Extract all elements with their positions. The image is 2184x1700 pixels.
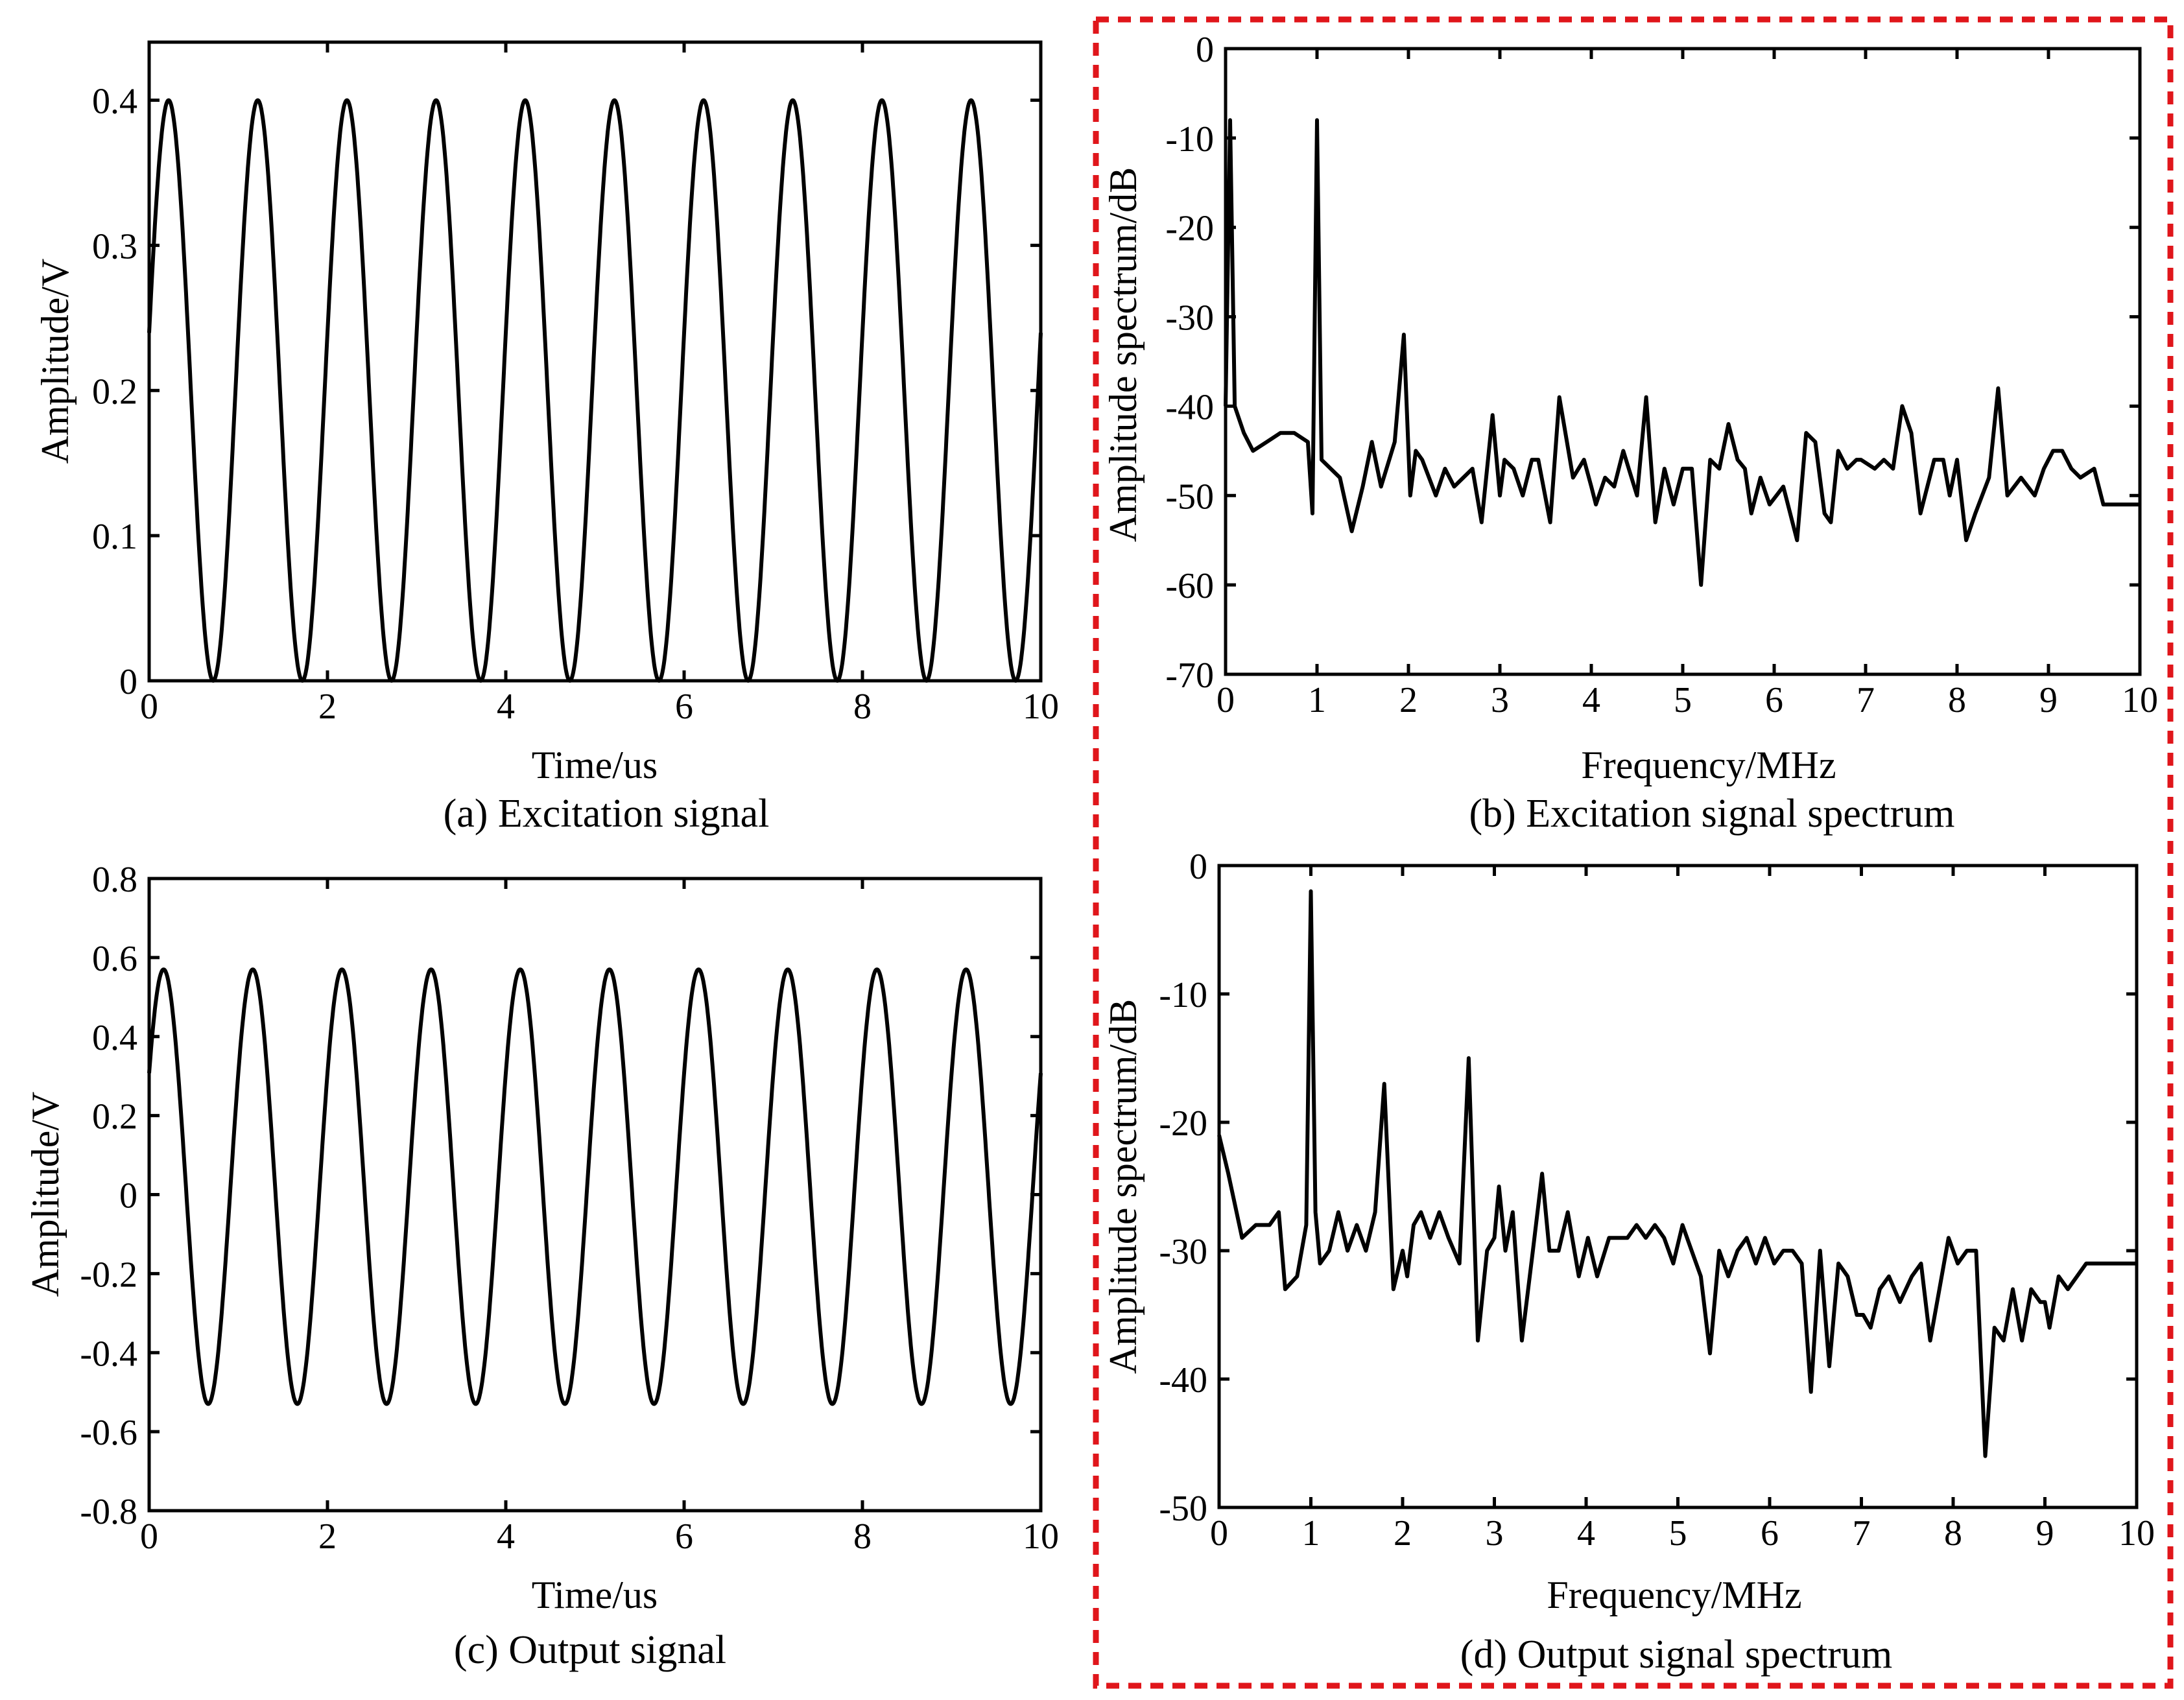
x-tick-label-b: 5 [1674, 680, 1692, 720]
panel-output-signal: 0 2 4 6 8 10 0.8 0.6 0.4 0.2 0 -0.2 -0.4 -0.6 -0.8 Tim… [24, 860, 1059, 1672]
x-tick-label-a: 10 [1023, 687, 1059, 727]
ticks-c [147, 877, 1043, 1513]
y-tick-label-c: 0.8 [92, 860, 137, 900]
series-line-b [1224, 118, 2140, 587]
y-axis-label-c: Amplitude/V [24, 1092, 67, 1297]
x-tick-label-b: 4 [1582, 680, 1600, 720]
y-tick-label-d: -10 [1159, 975, 1207, 1015]
y-tick-label-b: -20 [1165, 209, 1214, 249]
x-tick-label-c: 2 [318, 1517, 337, 1557]
y-tick-label-a: 0.4 [92, 82, 137, 122]
y-axis-label-b: Amplitude spectrum/dB [1102, 167, 1145, 542]
x-tick-label-b: 6 [1765, 680, 1783, 720]
x-tick-label-d: 5 [1669, 1513, 1687, 1553]
x-tick-label-d: 2 [1394, 1513, 1412, 1553]
y-tick-label-b: -10 [1165, 119, 1214, 159]
y-tick-label-c: -0.6 [80, 1413, 137, 1453]
series-line-a [147, 98, 1043, 683]
x-tick-label-c: 8 [853, 1517, 872, 1557]
x-axis-label-b: Frequency/MHz [1581, 744, 1836, 786]
y-tick-label-b: 0 [1196, 30, 1214, 70]
y-tick-label-d: -30 [1159, 1232, 1207, 1272]
y-tick-label-a: 0 [119, 662, 137, 702]
x-axis-label-d: Frequency/MHz [1547, 1574, 1801, 1616]
x-axis-label-a: Time/us [532, 744, 658, 786]
x-tick-label-d: 9 [2036, 1513, 2054, 1553]
caption-c: (c) Output signal [454, 1628, 726, 1672]
panel-excitation-spectrum: 0 1 2 3 4 5 6 7 8 9 10 0 -10 -20 -30 -40 -50 -60 -70 Frequ… [1102, 30, 2158, 836]
x-tick-label-d: 0 [1210, 1513, 1228, 1553]
y-tick-label-c: 0 [119, 1176, 137, 1216]
caption-b: (b) Excitation signal spectrum [1469, 792, 1955, 836]
ticklabels-d: 0 1 2 3 4 5 6 7 8 9 10 0 -10 -20 -30 -40 -50 [1159, 847, 2155, 1553]
ticks-a [147, 42, 1043, 683]
y-tick-label-c: -0.2 [80, 1255, 137, 1295]
y-tick-label-b: -40 [1165, 387, 1214, 427]
x-tick-label-d: 10 [2119, 1513, 2155, 1553]
x-tick-label-d: 8 [1944, 1513, 1962, 1553]
series-line-c [147, 967, 1043, 1406]
x-tick-label-c: 4 [497, 1517, 515, 1557]
y-axis-label-d: Amplitude spectrum/dB [1102, 999, 1145, 1374]
ticklabels-a: 0 2 4 6 8 10 0 0.1 0.2 0.3 0.4 [92, 82, 1059, 727]
x-tick-label-b: 3 [1491, 680, 1509, 720]
ticklabels-b: 0 1 2 3 4 5 6 7 8 9 10 0 -10 -20 -30 -40 -50 -60 -70 [1165, 30, 2158, 720]
y-axis-label-a: Amplitude/V [34, 259, 77, 464]
x-tick-label-b: 8 [1948, 680, 1966, 720]
x-tick-label-b: 2 [1399, 680, 1418, 720]
x-axis-label-c: Time/us [532, 1574, 658, 1616]
x-tick-label-d: 1 [1302, 1513, 1320, 1553]
y-tick-label-b: -70 [1165, 655, 1214, 696]
y-tick-label-c: -0.8 [80, 1492, 137, 1532]
series-d [1217, 889, 2137, 1458]
y-tick-label-a: 0.3 [92, 226, 137, 266]
x-tick-label-b: 9 [2039, 680, 2058, 720]
caption-a: (a) Excitation signal [444, 792, 770, 836]
x-tick-label-d: 7 [1853, 1513, 1871, 1553]
y-tick-label-d: -40 [1159, 1360, 1207, 1400]
ticklabels-c: 0 2 4 6 8 10 0.8 0.6 0.4 0.2 0 -0.2 -0.4 -0.6 -0.8 [80, 860, 1059, 1557]
x-tick-label-a: 0 [140, 687, 158, 727]
y-tick-label-c: 0.6 [92, 939, 137, 979]
x-tick-label-a: 6 [675, 687, 693, 727]
x-tick-label-c: 0 [140, 1517, 158, 1557]
x-tick-label-b: 0 [1217, 680, 1235, 720]
x-tick-label-a: 4 [497, 687, 515, 727]
y-tick-label-a: 0.2 [92, 372, 137, 412]
ticks-d [1217, 864, 2139, 1509]
x-tick-label-b: 10 [2122, 680, 2158, 720]
x-tick-label-d: 6 [1761, 1513, 1779, 1553]
x-tick-label-a: 2 [318, 687, 337, 727]
x-tick-label-b: 7 [1857, 680, 1875, 720]
panel-output-spectrum: 0 1 2 3 4 5 6 7 8 9 10 0 -10 -20 -30 -40 -50 Frequency/M… [1102, 847, 2155, 1677]
caption-d: (d) Output signal spectrum [1460, 1633, 1892, 1677]
y-tick-label-d: -20 [1159, 1104, 1207, 1144]
series-c [147, 967, 1043, 1406]
x-tick-label-a: 8 [853, 687, 872, 727]
x-tick-label-b: 1 [1308, 680, 1326, 720]
y-tick-label-b: -60 [1165, 566, 1214, 606]
x-tick-label-d: 3 [1486, 1513, 1504, 1553]
series-b [1224, 118, 2140, 587]
panel-excitation-signal: 0 2 4 6 8 10 0 0.1 0.2 0.3 0.4 Time/us Amplitude/V… [34, 40, 1059, 836]
y-tick-label-c: 0.4 [92, 1018, 137, 1058]
x-tick-label-c: 6 [675, 1517, 693, 1557]
highlight-frame [1093, 16, 2174, 1689]
series-a [147, 98, 1043, 683]
y-tick-label-b: -30 [1165, 298, 1214, 338]
y-tick-label-a: 0.1 [92, 517, 137, 557]
y-tick-label-c: 0.2 [92, 1097, 137, 1137]
y-tick-label-d: 0 [1189, 847, 1207, 887]
series-line-d [1217, 889, 2137, 1458]
x-tick-label-c: 10 [1023, 1517, 1059, 1557]
y-tick-label-d: -50 [1159, 1489, 1207, 1529]
y-tick-label-c: -0.4 [80, 1334, 137, 1374]
y-tick-label-b: -50 [1165, 477, 1214, 517]
x-tick-label-d: 4 [1577, 1513, 1595, 1553]
